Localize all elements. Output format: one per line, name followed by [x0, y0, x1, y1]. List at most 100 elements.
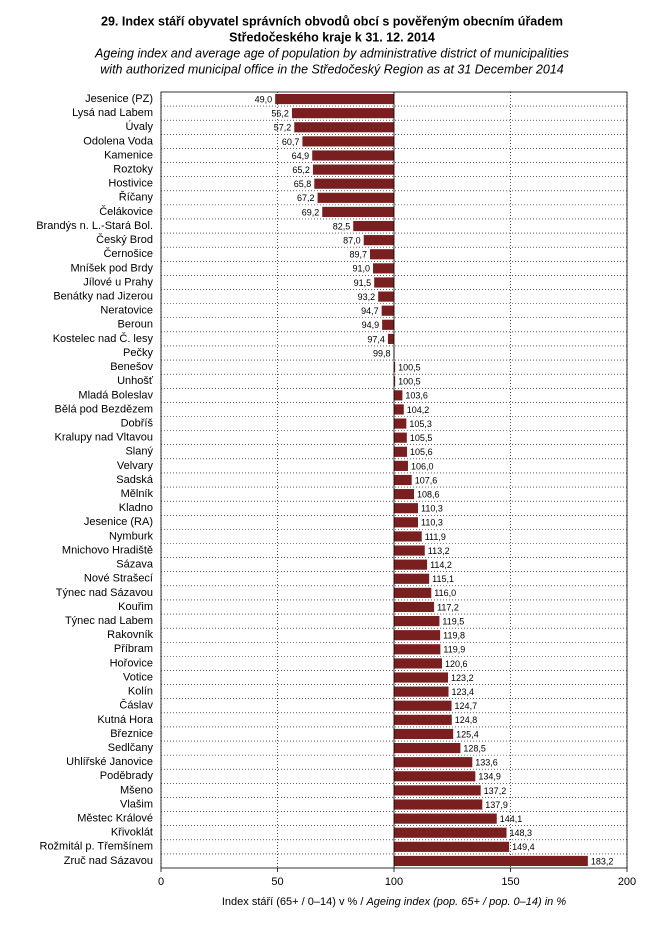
value-label: 148,3 — [510, 828, 533, 838]
y-tick-label: Beroun — [118, 319, 153, 331]
chart-subtitle: Ageing index and average age of populati… — [94, 46, 569, 60]
y-tick-label: Mladá Boleslav — [78, 389, 153, 401]
y-tick-label: Čelákovice — [99, 205, 153, 218]
y-tick-label: Březnice — [110, 728, 153, 740]
value-label: 125,4 — [456, 729, 479, 739]
bar — [394, 644, 441, 655]
value-label: 110,3 — [421, 504, 443, 514]
value-label: 128,5 — [463, 743, 486, 753]
bar — [275, 93, 394, 105]
y-tick-label: Jesenice (PZ) — [85, 93, 153, 105]
y-tick-label: Odolena Voda — [83, 135, 154, 147]
y-tick-label: Jesenice (RA) — [84, 516, 153, 528]
value-label: 69,2 — [302, 207, 320, 217]
bar — [394, 630, 441, 641]
value-label: 124,8 — [455, 715, 478, 725]
value-label: 91,5 — [354, 278, 372, 288]
y-tick-label: Kladno — [119, 502, 153, 514]
value-label: 120,6 — [445, 659, 468, 669]
y-tick-label: Sadská — [116, 474, 154, 486]
bar — [394, 672, 449, 683]
x-axis-label: Index stáří (65+ / 0–14) v % / Ageing in… — [222, 896, 566, 908]
y-tick-label: Mníšek pod Brdy — [70, 262, 153, 274]
y-tick-label: Kamenice — [104, 149, 153, 161]
value-label: 65,2 — [292, 165, 310, 175]
y-tick-label: Unhošť — [117, 375, 154, 387]
value-label: 134,9 — [478, 772, 501, 782]
bar — [312, 150, 394, 161]
bar — [322, 206, 394, 218]
value-label: 105,5 — [410, 433, 433, 443]
value-label: 107,6 — [415, 475, 438, 485]
y-tick-label: Rakovník — [107, 629, 153, 641]
value-label: 116,0 — [434, 588, 456, 598]
y-tick-label: Slaný — [125, 446, 153, 458]
value-label: 115,1 — [432, 574, 454, 584]
bar — [394, 587, 432, 598]
bar — [394, 616, 440, 627]
value-label: 65,8 — [294, 179, 312, 189]
x-axis-label-en: Ageing index (pop. 65+ / pop. 0–14) in % — [365, 896, 566, 908]
chart-title: Středočeského kraje k 31. 12. 2014 — [229, 30, 435, 44]
bar — [394, 376, 396, 387]
bar — [373, 263, 394, 274]
value-label: 103,6 — [405, 391, 428, 401]
y-tick-label: Bělá pod Bezdězem — [55, 403, 153, 415]
value-label: 67,2 — [297, 193, 315, 203]
value-label: 93,2 — [358, 292, 376, 302]
value-label: 137,2 — [484, 786, 507, 796]
value-label: 60,7 — [282, 137, 300, 147]
value-label: 114,2 — [430, 560, 452, 570]
y-tick-label: Křivoklát — [111, 827, 153, 839]
bar — [394, 700, 452, 711]
y-tick-label: Poděbrady — [100, 770, 154, 782]
bar — [394, 771, 476, 782]
y-tick-label: Říčany — [119, 191, 154, 204]
bar — [394, 489, 415, 500]
value-label: 104,2 — [407, 405, 430, 415]
bar — [394, 559, 428, 570]
value-label: 123,2 — [451, 673, 474, 683]
bar — [387, 333, 394, 344]
value-label: 110,3 — [421, 518, 443, 528]
value-label: 99,8 — [373, 348, 391, 358]
value-label: 89,7 — [349, 250, 367, 260]
y-tick-label: Jílové u Prahy — [83, 276, 153, 288]
bar — [374, 277, 394, 288]
value-label: 100,5 — [398, 377, 421, 387]
y-tick-label: Votice — [123, 671, 153, 683]
bar — [378, 291, 394, 302]
y-tick-label: Neratovice — [100, 305, 153, 317]
bar — [394, 757, 473, 768]
chart-title: 29. Index stáří obyvatel správních obvod… — [101, 14, 563, 28]
bar — [394, 418, 407, 429]
y-tick-label: Kutná Hora — [97, 714, 154, 726]
value-label: 94,7 — [361, 306, 379, 316]
value-label: 123,4 — [452, 687, 475, 697]
bar — [394, 390, 403, 401]
value-label: 144,1 — [500, 814, 523, 824]
bar — [394, 573, 430, 584]
bar — [394, 827, 507, 838]
value-label: 100,5 — [398, 363, 421, 373]
y-tick-label: Benátky nad Jizerou — [53, 290, 153, 302]
bar — [394, 503, 418, 514]
value-label: 106,0 — [411, 461, 434, 471]
bar — [394, 474, 412, 486]
y-tick-label: Rožmitál p. Třemšínem — [40, 841, 154, 853]
bar — [394, 432, 407, 443]
value-label: 87,0 — [343, 236, 361, 246]
chart-subtitle: with authorized municipal office in the … — [100, 62, 564, 76]
y-tick-label: Roztoky — [113, 164, 153, 176]
x-tick-label: 150 — [501, 876, 519, 888]
y-tick-label: Pečky — [123, 347, 153, 359]
value-label: 124,7 — [455, 701, 478, 711]
y-tick-label: Kouřim — [118, 601, 153, 613]
value-label: 82,5 — [333, 221, 351, 231]
value-label: 64,9 — [292, 151, 310, 161]
x-tick-label: 200 — [618, 876, 636, 888]
bar — [394, 742, 461, 754]
value-label: 105,3 — [409, 419, 432, 429]
y-tick-label: Benešov — [110, 361, 153, 373]
